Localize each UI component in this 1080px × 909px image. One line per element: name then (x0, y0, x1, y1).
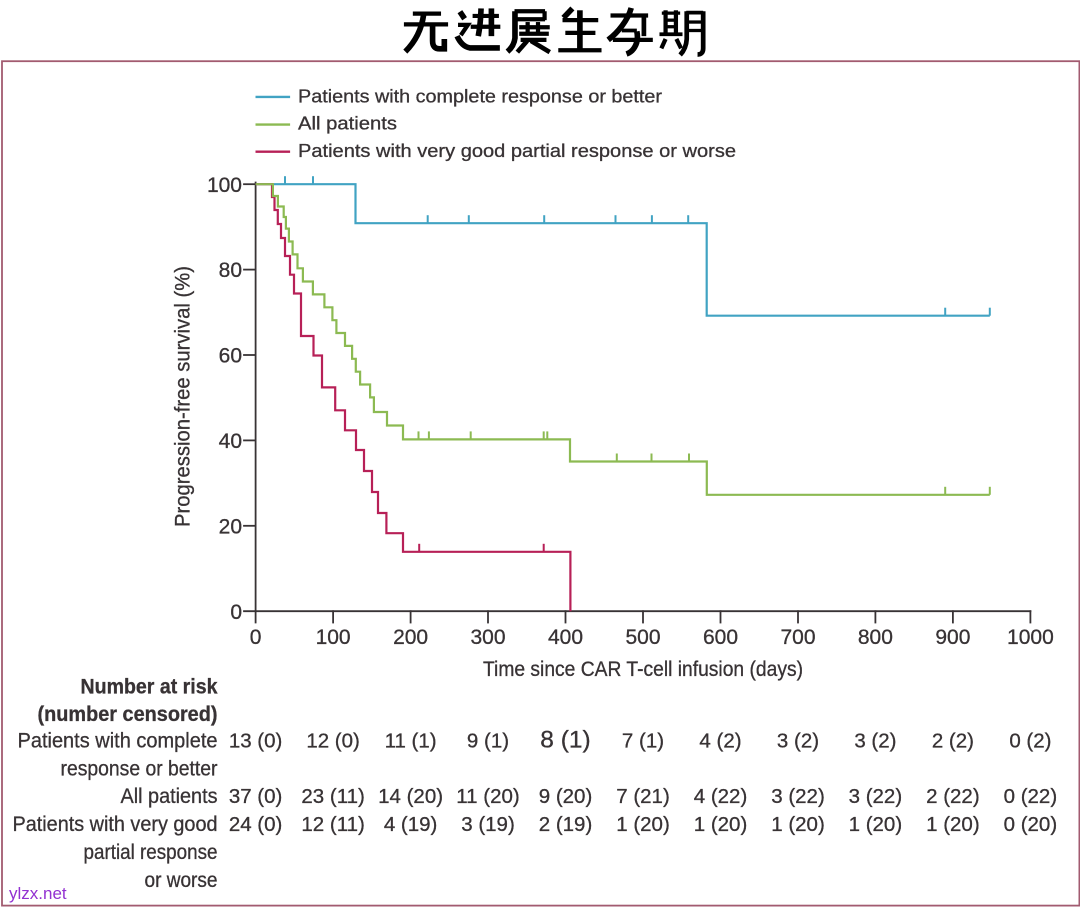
svg-text:14 (20): 14 (20) (378, 785, 443, 808)
svg-text:4 (19): 4 (19) (384, 813, 438, 836)
svg-text:3 (2): 3 (2) (854, 730, 896, 753)
svg-text:ylzx.net: ylzx.net (9, 884, 67, 903)
svg-text:500: 500 (625, 626, 660, 649)
svg-text:2 (2): 2 (2) (932, 730, 974, 753)
svg-text:1 (20): 1 (20) (616, 813, 670, 836)
svg-text:12 (11): 12 (11) (301, 813, 364, 836)
svg-text:Patients with complete: Patients with complete (18, 730, 218, 753)
svg-text:900: 900 (935, 626, 970, 649)
svg-text:Number at risk: Number at risk (81, 676, 218, 699)
svg-text:12 (0): 12 (0) (306, 730, 360, 753)
svg-text:1 (20): 1 (20) (694, 813, 748, 836)
svg-text:Time since CAR T-cell infusion: Time since CAR T-cell infusion (days) (483, 658, 803, 681)
svg-text:Progression-free survival (%): Progression-free survival (%) (172, 266, 195, 527)
svg-text:Patients with very good partia: Patients with very good partial response… (298, 141, 736, 161)
svg-text:1000: 1000 (1007, 626, 1054, 649)
svg-text:100: 100 (316, 626, 351, 649)
svg-text:7 (1): 7 (1) (622, 730, 664, 753)
svg-text:100: 100 (207, 174, 242, 197)
svg-text:All patients: All patients (298, 114, 397, 134)
svg-text:300: 300 (470, 626, 505, 649)
svg-text:3 (19): 3 (19) (461, 813, 515, 836)
svg-text:0 (2): 0 (2) (1009, 730, 1051, 753)
svg-text:4 (2): 4 (2) (699, 730, 741, 753)
svg-text:partial response: partial response (84, 841, 218, 864)
svg-text:8 (1): 8 (1) (540, 727, 590, 754)
svg-text:3 (2): 3 (2) (777, 730, 819, 753)
svg-text:600: 600 (703, 626, 738, 649)
svg-text:All patients: All patients (121, 785, 218, 808)
svg-text:800: 800 (858, 626, 893, 649)
svg-text:3 (22): 3 (22) (771, 785, 825, 808)
svg-text:80: 80 (219, 259, 242, 282)
svg-text:2 (22): 2 (22) (926, 785, 980, 808)
svg-text:400: 400 (548, 626, 583, 649)
svg-text:or worse: or worse (145, 869, 218, 892)
svg-text:0: 0 (230, 601, 242, 624)
svg-text:Patients with complete respons: Patients with complete response or bette… (298, 86, 662, 106)
svg-text:9 (1): 9 (1) (467, 730, 509, 753)
svg-text:23 (11): 23 (11) (301, 785, 364, 808)
svg-text:3 (22): 3 (22) (849, 785, 903, 808)
svg-text:1 (20): 1 (20) (849, 813, 903, 836)
svg-text:24 (0): 24 (0) (229, 813, 283, 836)
svg-text:0 (20): 0 (20) (1004, 813, 1058, 836)
svg-text:0 (22): 0 (22) (1004, 785, 1058, 808)
svg-text:700: 700 (780, 626, 815, 649)
svg-text:200: 200 (393, 626, 428, 649)
svg-text:(number censored): (number censored) (38, 703, 218, 726)
svg-text:2 (19): 2 (19) (539, 813, 593, 836)
svg-text:1 (20): 1 (20) (771, 813, 825, 836)
svg-text:9 (20): 9 (20) (539, 785, 593, 808)
svg-text:1 (20): 1 (20) (926, 813, 980, 836)
svg-text:40: 40 (219, 430, 242, 453)
svg-text:13 (0): 13 (0) (229, 730, 283, 753)
svg-text:response or better: response or better (61, 758, 218, 781)
svg-text:60: 60 (219, 345, 242, 368)
svg-text:37 (0): 37 (0) (229, 785, 283, 808)
svg-text:0: 0 (250, 626, 262, 649)
svg-text:11 (20): 11 (20) (456, 785, 519, 808)
svg-text:Patients with very good: Patients with very good (13, 813, 218, 836)
svg-text:20: 20 (219, 515, 242, 538)
svg-text:7 (21): 7 (21) (616, 785, 670, 808)
svg-text:11 (1): 11 (1) (385, 730, 437, 753)
svg-text:4 (22): 4 (22) (694, 785, 748, 808)
